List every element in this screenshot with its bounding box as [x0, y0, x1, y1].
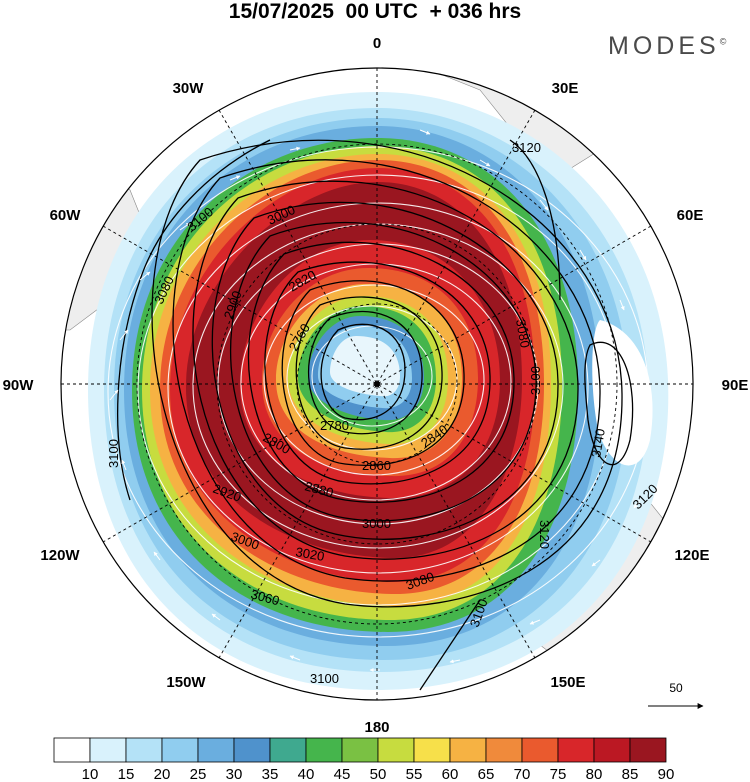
contour-label: 2780	[320, 418, 349, 433]
colorbar-swatch	[53, 737, 91, 763]
colorbar-swatch	[197, 737, 235, 763]
longitude-labels: 0 30E 60E 90E 120E 150E 180 150W 120W 90…	[3, 35, 749, 736]
colorbar-label: 40	[298, 766, 315, 782]
lon-label-60e: 60E	[677, 207, 704, 224]
contour-label: 3000	[362, 516, 391, 531]
contour-label: 3020	[294, 544, 325, 564]
colorbar-label: 20	[154, 766, 171, 782]
brand-name: MODES	[608, 32, 720, 60]
map-disk	[61, 68, 693, 700]
colorbar: 10 15 20 25 30 35 40 45 50 55 60 65 70 75 80 85 90	[53, 737, 675, 782]
contour-label: 3100	[310, 671, 339, 686]
brand-mark: ©	[719, 36, 727, 47]
colorbar-label: 85	[622, 766, 639, 782]
colorbar-label: 75	[550, 766, 567, 782]
contour-label: 3120	[537, 520, 552, 549]
colorbar-swatch	[485, 737, 523, 763]
pole-marker	[374, 381, 380, 387]
reference-vector: 50	[648, 681, 704, 709]
colorbar-label: 35	[262, 766, 279, 782]
wind-speed-shading	[88, 92, 669, 690]
contour-label: 3140	[588, 427, 608, 458]
contour-label: 2860	[362, 458, 391, 473]
colorbar-label: 50	[370, 766, 387, 782]
colorbar-label: 25	[190, 766, 207, 782]
lon-label-120w: 120W	[40, 547, 80, 564]
map-border	[60, 67, 694, 701]
contour-label: 3120	[512, 140, 541, 155]
colorbar-label: 65	[478, 766, 495, 782]
map-title: 15/07/2025 00 UTC + 036 hrs	[228, 0, 522, 23]
colorbar-swatch	[377, 737, 415, 763]
colorbar-label: 45	[334, 766, 351, 782]
lon-label-180: 180	[364, 719, 389, 736]
colorbar-swatch	[125, 737, 163, 763]
colorbar-swatch	[629, 737, 667, 763]
colorbar-swatch	[233, 737, 271, 763]
streamlines	[107, 146, 649, 638]
contour-label: 3100	[106, 439, 121, 468]
colorbar-swatch	[305, 737, 343, 763]
contour-label: 2880	[303, 478, 335, 500]
colorbar-label: 15	[118, 766, 135, 782]
colorbar-label: 70	[514, 766, 531, 782]
colorbar-swatch	[89, 737, 127, 763]
colorbar-label: 10	[82, 766, 99, 782]
colorbar-swatch	[593, 737, 631, 763]
lon-label-60w: 60W	[50, 207, 82, 224]
colorbar-label: 60	[442, 766, 459, 782]
graticule	[61, 68, 693, 700]
brand-logo: MODES©	[608, 32, 726, 61]
lon-label-150w: 150W	[166, 674, 206, 691]
wind-vectors	[109, 129, 652, 672]
lon-label-90w: 90W	[3, 377, 35, 394]
colorbar-swatch	[521, 737, 559, 763]
lon-label-90e: 90E	[722, 377, 749, 394]
colorbar-swatch	[161, 737, 199, 763]
contour-label: 3060	[249, 586, 281, 608]
contour-label: 3100	[528, 366, 543, 395]
reference-vector-label: 50	[669, 681, 683, 695]
colorbar-swatch	[269, 737, 307, 763]
band-inner-10	[330, 336, 400, 397]
colorbar-label: 30	[226, 766, 243, 782]
lon-label-30e: 30E	[552, 80, 579, 97]
colorbar-swatch	[413, 737, 451, 763]
colorbar-label: 80	[586, 766, 603, 782]
lon-label-120e: 120E	[674, 547, 709, 564]
lon-label-30w: 30W	[173, 80, 205, 97]
colorbar-label: 55	[406, 766, 423, 782]
lon-label-150e: 150E	[550, 674, 585, 691]
colorbar-swatch	[341, 737, 379, 763]
lon-label-0: 0	[373, 35, 381, 52]
colorbar-label: 90	[658, 766, 675, 782]
colorbar-swatch	[557, 737, 595, 763]
contour-label: 3080	[513, 318, 533, 349]
colorbar-swatch	[449, 737, 487, 763]
